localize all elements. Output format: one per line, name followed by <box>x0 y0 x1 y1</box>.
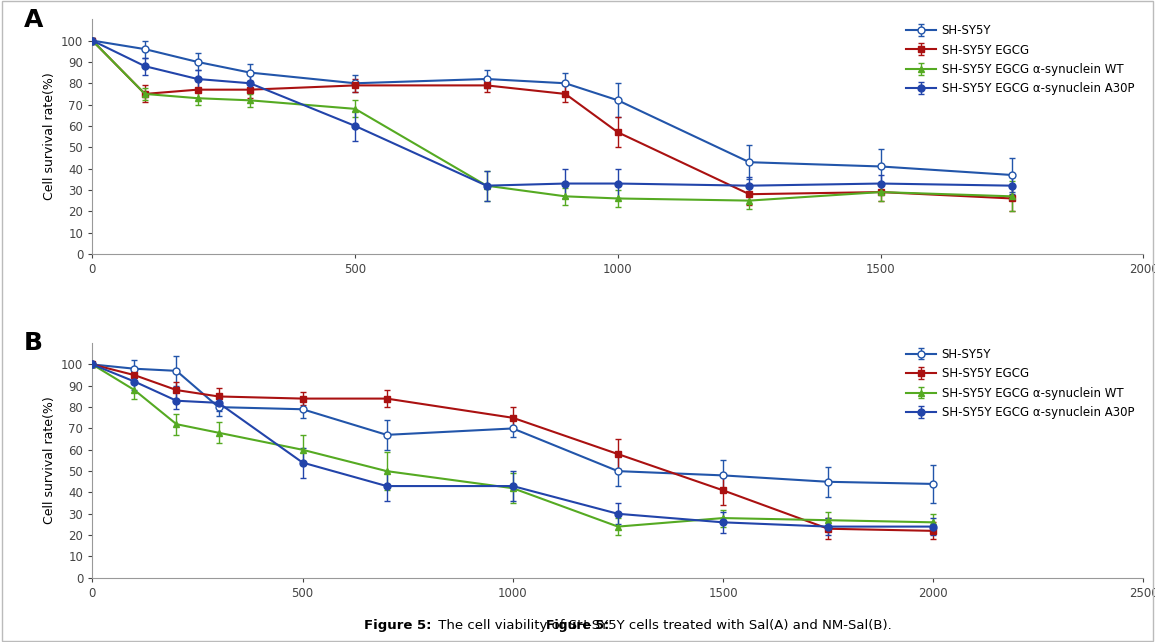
Text: B: B <box>24 331 43 356</box>
Text: A: A <box>24 8 44 31</box>
Legend: SH-SY5Y, SH-SY5Y EGCG, SH-SY5Y EGCG α-synuclein WT, SH-SY5Y EGCG α-synuclein A30: SH-SY5Y, SH-SY5Y EGCG, SH-SY5Y EGCG α-sy… <box>902 21 1138 99</box>
Legend: SH-SY5Y, SH-SY5Y EGCG, SH-SY5Y EGCG α-synuclein WT, SH-SY5Y EGCG α-synuclein A30: SH-SY5Y, SH-SY5Y EGCG, SH-SY5Y EGCG α-sy… <box>902 344 1138 423</box>
Y-axis label: Cell survival rate(%): Cell survival rate(%) <box>43 73 55 200</box>
Y-axis label: Cell survival rate(%): Cell survival rate(%) <box>43 397 55 525</box>
Text: The cell viability of SH-SY5Y cells treated with Sal(A) and NM-Sal(B).: The cell viability of SH-SY5Y cells trea… <box>434 620 892 632</box>
Text: Figure 5:: Figure 5: <box>546 620 609 632</box>
Text: Figure 5:: Figure 5: <box>364 620 431 632</box>
